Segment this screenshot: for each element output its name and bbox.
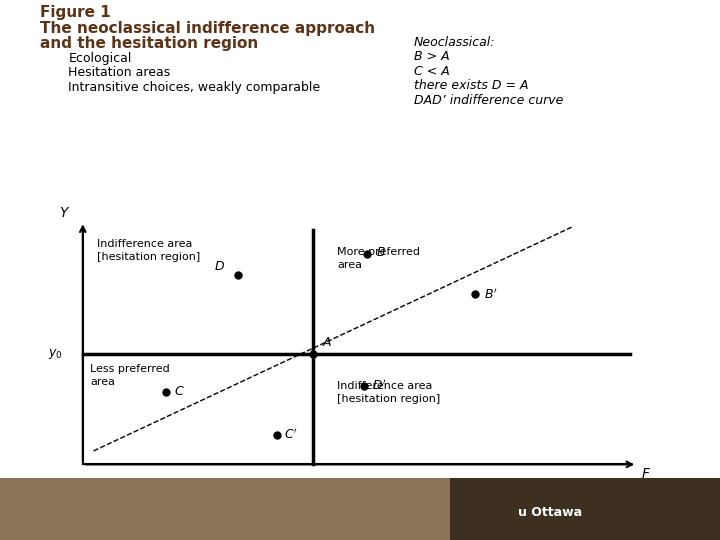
- Text: $B$: $B$: [376, 246, 386, 259]
- Text: $D'$: $D'$: [372, 379, 387, 393]
- Text: $D$: $D$: [214, 260, 225, 273]
- Text: Intransitive choices, weakly comparable: Intransitive choices, weakly comparable: [68, 81, 320, 94]
- Text: $B'$: $B'$: [484, 287, 498, 301]
- Text: Hesitation areas: Hesitation areas: [68, 66, 171, 79]
- Text: DAD’ indifference curve: DAD’ indifference curve: [414, 94, 563, 107]
- Text: C < A: C < A: [414, 65, 450, 78]
- Text: Figure 1: Figure 1: [40, 5, 110, 21]
- Text: area: area: [337, 260, 362, 270]
- Text: and the hesitation region: and the hesitation region: [40, 36, 258, 51]
- Text: area: area: [90, 377, 115, 388]
- Text: $F$: $F$: [641, 467, 651, 481]
- Text: $C$: $C$: [174, 385, 185, 398]
- Text: $A$: $A$: [322, 336, 332, 349]
- Text: The neoclassical indifference approach: The neoclassical indifference approach: [40, 21, 374, 36]
- Text: Neoclassical:: Neoclassical:: [414, 36, 495, 49]
- Text: [hesitation region]: [hesitation region]: [97, 252, 200, 262]
- Text: B > A: B > A: [414, 50, 449, 63]
- Text: More preferred: More preferred: [337, 247, 420, 257]
- Text: there exists D = A: there exists D = A: [414, 79, 528, 92]
- Text: Ecological: Ecological: [68, 52, 132, 65]
- Text: $C'$: $C'$: [284, 428, 298, 442]
- Text: $f_0$: $f_0$: [307, 483, 319, 500]
- Bar: [0, 478, 720, 540]
- Text: [hesitation region]: [hesitation region]: [337, 394, 440, 404]
- Text: Indifference area: Indifference area: [97, 239, 192, 249]
- Text: Indifference area: Indifference area: [337, 381, 432, 391]
- Text: $Y$: $Y$: [59, 206, 71, 220]
- Bar: [450, 478, 720, 540]
- Text: u Ottawa: u Ottawa: [518, 505, 582, 518]
- Text: Less preferred: Less preferred: [90, 364, 170, 375]
- Text: $y_0$: $y_0$: [48, 347, 63, 361]
